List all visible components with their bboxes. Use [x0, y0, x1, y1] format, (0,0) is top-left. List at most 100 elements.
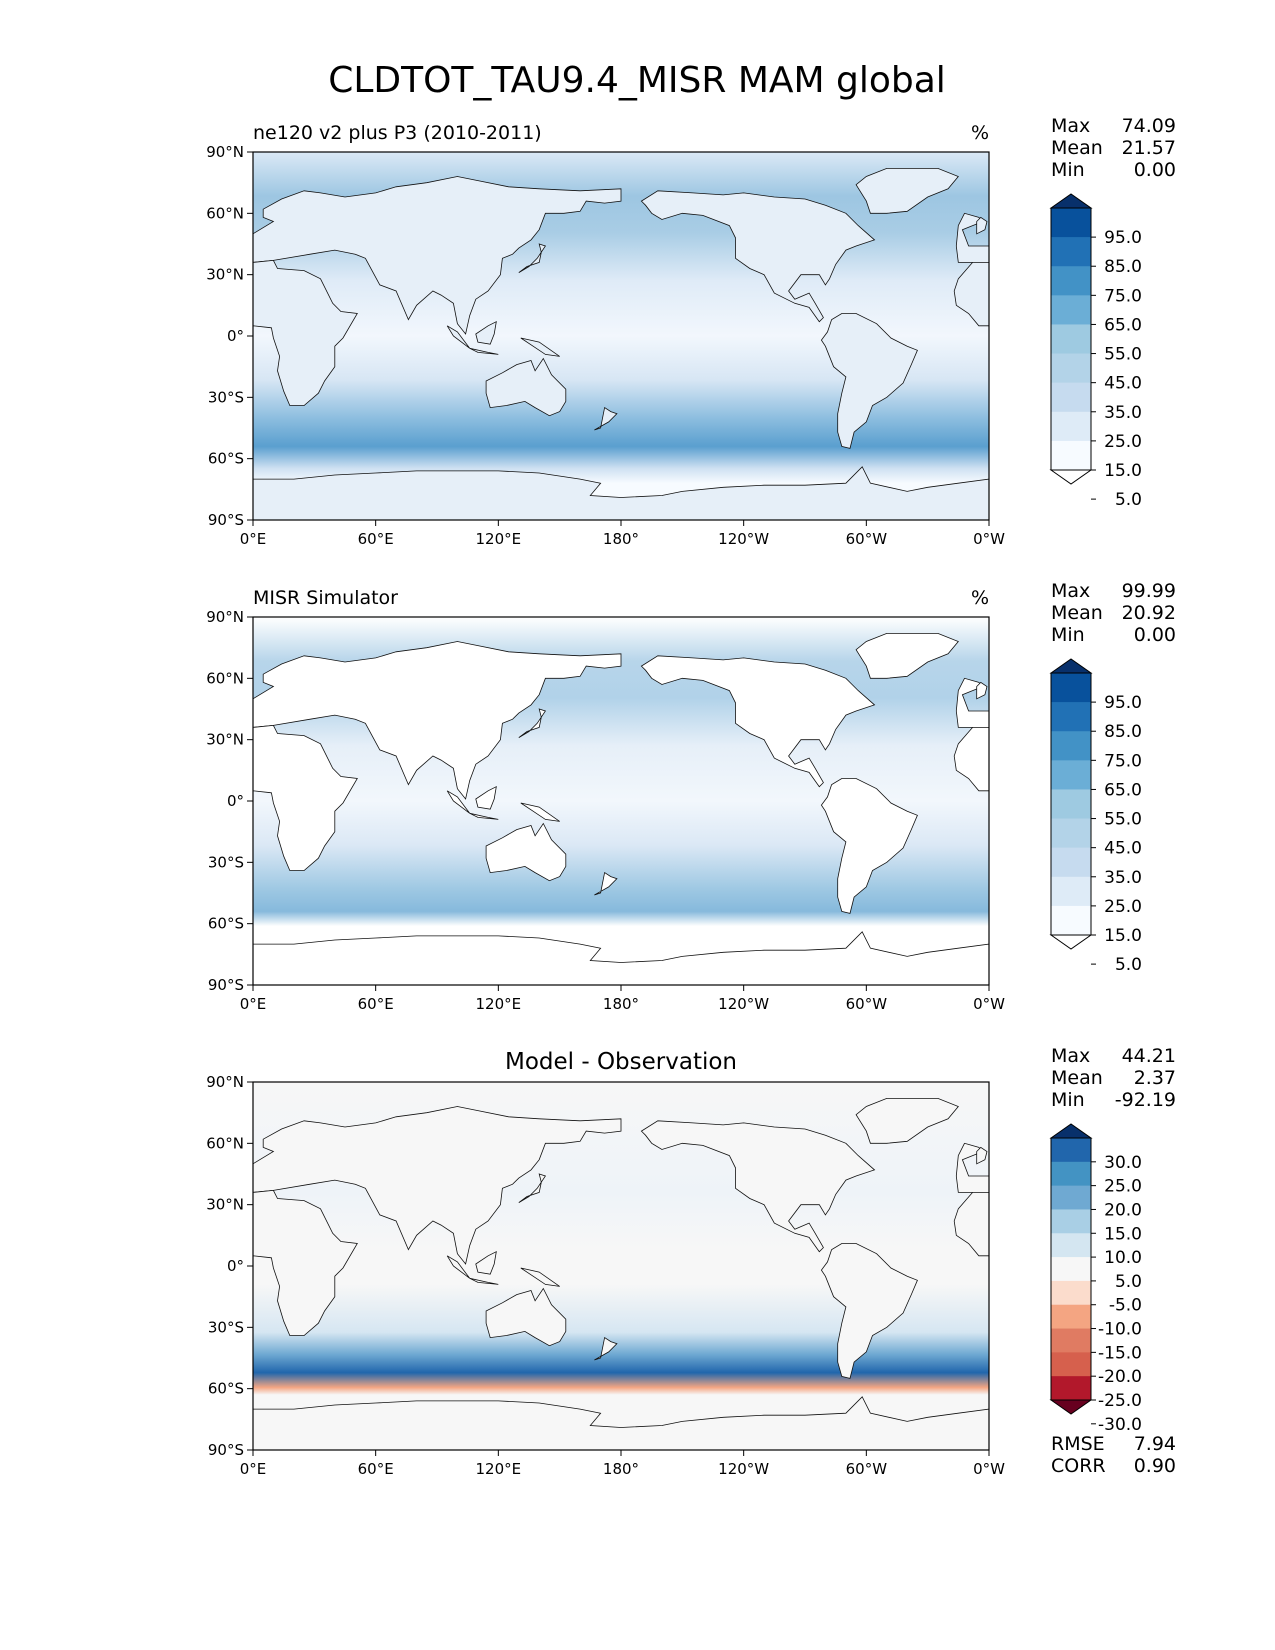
colorbar-segment	[1051, 266, 1091, 296]
lon-tick-label: 0°W	[973, 530, 1005, 548]
stat-max-label: Max	[1051, 115, 1090, 137]
colorbar-label: 75.0	[1104, 751, 1142, 771]
coastline-shape	[485, 357, 567, 417]
stat-mean-label: Mean	[1051, 1067, 1103, 1089]
coastlines	[252, 1098, 990, 1451]
coastline-shape	[640, 655, 876, 788]
colorbar-segment	[1051, 411, 1091, 442]
coastline-shape	[469, 812, 499, 820]
coastline-shape	[976, 681, 988, 700]
stat-min-value: 0.00	[1134, 624, 1176, 646]
colorbar-label: 65.0	[1104, 315, 1142, 335]
coastline-shape	[520, 337, 560, 357]
stat-mean-value: 21.57	[1122, 137, 1176, 159]
lat-tick-label: 90°S	[208, 1441, 244, 1459]
colorbar-segment	[1051, 1233, 1091, 1258]
colorbar-label: 45.0	[1104, 374, 1142, 394]
colorbar-segment	[1051, 905, 1091, 936]
colorbar-label: 25.0	[1104, 897, 1142, 917]
figure-title: CLDTOT_TAU9.4_MISR MAM global	[328, 60, 946, 101]
coastline-shape	[469, 347, 499, 355]
colorbar-segment	[1051, 440, 1091, 471]
coastlines	[252, 167, 990, 521]
coastline-shape	[485, 1287, 567, 1347]
colorbar-label: 55.0	[1104, 810, 1142, 830]
colorbar-segment	[1051, 208, 1091, 238]
coastline-shape	[640, 1120, 876, 1253]
lon-tick-label: 60°W	[846, 1460, 888, 1478]
colorbar-label: 5.0	[1115, 490, 1142, 510]
colorbar-label: 15.0	[1104, 461, 1142, 481]
colorbar-label: 95.0	[1104, 228, 1142, 248]
coastline-shape	[252, 466, 990, 521]
lon-tick-label: 0°W	[973, 995, 1005, 1013]
lat-tick-label: 30°N	[206, 266, 244, 284]
colorbar-segment	[1051, 382, 1091, 413]
colorbar-segment	[1051, 847, 1091, 878]
colorbar-label: 15.0	[1104, 1224, 1142, 1244]
coastline-shape	[520, 1267, 560, 1287]
coastline-shape	[252, 176, 622, 335]
map-panel-test: 90°N 60°N 30°N 0° 30°S 60°S 90°S0°E 60°E 120°E 18…	[206, 115, 1176, 548]
lat-tick-label: 30°S	[208, 853, 244, 871]
coastline-shape	[820, 778, 918, 914]
coastline-shape	[518, 243, 547, 273]
colorbar: 95.0 85.0 75.0 65.0 55.0 45.0 35.0 25.0 15.0 5.0	[1049, 658, 1142, 975]
colorbar-segment	[1051, 1304, 1091, 1330]
coastline-shape	[252, 259, 358, 406]
colorbar-segment	[1051, 876, 1091, 907]
lat-tick-label: 0°	[227, 792, 244, 810]
coastline-shape	[855, 1098, 959, 1144]
corr-label: CORR	[1051, 1455, 1106, 1477]
lat-tick-label: 30°S	[208, 1318, 244, 1336]
coastline-shape	[469, 1277, 499, 1285]
colorbar-segment	[1051, 760, 1091, 790]
colorbar-label: -10.0	[1098, 1320, 1142, 1340]
stat-mean-value: 20.92	[1122, 602, 1176, 624]
coastline-shape	[855, 633, 959, 679]
coastline-shape	[475, 785, 497, 810]
coastline-shape	[485, 822, 567, 882]
lon-tick-label: 120°E	[476, 995, 522, 1013]
lon-tick-label: 120°E	[476, 1460, 522, 1478]
coastline-shape	[252, 724, 358, 871]
coastline-shape	[976, 216, 988, 235]
stat-min-label: Min	[1051, 159, 1085, 181]
colorbar-label: 5.0	[1115, 955, 1142, 975]
stat-min-label: Min	[1051, 1089, 1085, 1111]
colorbar-segment	[1051, 818, 1091, 849]
colorbar-frame	[1050, 207, 1092, 471]
panel-title: ne120 v2 plus P3 (2010-2011)	[253, 122, 542, 144]
corr-value: 0.90	[1134, 1455, 1176, 1477]
colorbar-segment	[1051, 731, 1091, 761]
lon-tick-label: 120°W	[718, 1460, 769, 1478]
colorbar: 95.0 85.0 75.0 65.0 55.0 45.0 35.0 25.0 15.0 5.0	[1049, 193, 1142, 510]
colorbar-segment	[1051, 1280, 1091, 1306]
coastlines	[252, 633, 990, 986]
lon-tick-label: 180°	[603, 995, 639, 1013]
colorbar-extend-max	[1049, 193, 1093, 209]
lat-tick-label: 90°S	[208, 511, 244, 529]
colorbar-label: 30.0	[1104, 1153, 1142, 1173]
lon-tick-label: 120°W	[718, 530, 769, 548]
colorbar-segment	[1051, 1138, 1091, 1163]
colorbar-label: 85.0	[1104, 257, 1142, 277]
lat-tick-label: 60°N	[206, 204, 244, 222]
colorbar-extend-min	[1049, 1399, 1093, 1415]
lon-tick-label: 60°E	[358, 995, 394, 1013]
coastline-shape	[594, 871, 618, 896]
colorbar-segment	[1051, 1376, 1091, 1401]
lon-tick-label: 60°E	[358, 1460, 394, 1478]
colorbar-extend-min	[1049, 469, 1093, 485]
coastline-shape	[252, 1396, 990, 1451]
lat-tick-label: 60°S	[208, 915, 244, 933]
lat-tick-label: 60°N	[206, 1134, 244, 1152]
lon-tick-label: 0°E	[240, 530, 267, 548]
stat-max-value: 99.99	[1122, 580, 1176, 602]
colorbar-label: 25.0	[1104, 1177, 1142, 1197]
colorbar-label: 75.0	[1104, 286, 1142, 306]
lon-tick-label: 180°	[603, 530, 639, 548]
colorbar-segment	[1051, 789, 1091, 820]
panel-title: Model - Observation	[505, 1049, 737, 1075]
